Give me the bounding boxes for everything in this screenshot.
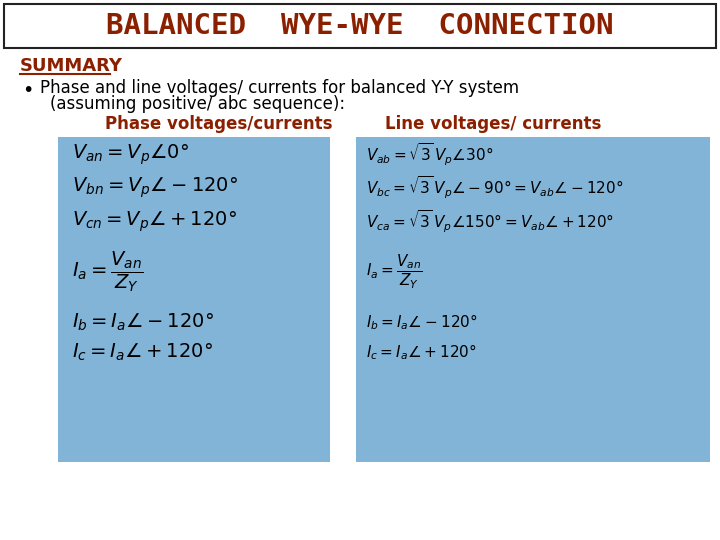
- Text: $I_a = \dfrac{V_{an}}{Z_Y}$: $I_a = \dfrac{V_{an}}{Z_Y}$: [72, 249, 143, 294]
- FancyBboxPatch shape: [4, 4, 716, 48]
- Text: $I_c = I_a\angle +120°$: $I_c = I_a\angle +120°$: [366, 342, 477, 362]
- Text: $I_a = \dfrac{V_{an}}{Z_Y}$: $I_a = \dfrac{V_{an}}{Z_Y}$: [366, 253, 423, 291]
- Text: $V_{bn} = V_p\angle -120°$: $V_{bn} = V_p\angle -120°$: [72, 176, 238, 200]
- Text: Line voltages/ currents: Line voltages/ currents: [385, 115, 601, 133]
- Text: SUMMARY: SUMMARY: [20, 57, 123, 75]
- Text: $I_b = I_a\angle -120°$: $I_b = I_a\angle -120°$: [366, 312, 477, 332]
- Text: •: •: [22, 80, 33, 99]
- Text: $I_c = I_a\angle +120°$: $I_c = I_a\angle +120°$: [72, 341, 213, 363]
- Text: (assuming positive/ abc sequence):: (assuming positive/ abc sequence):: [50, 95, 345, 113]
- FancyBboxPatch shape: [58, 137, 330, 462]
- FancyBboxPatch shape: [356, 137, 710, 462]
- Text: BALANCED  WYE-WYE  CONNECTION: BALANCED WYE-WYE CONNECTION: [107, 12, 613, 40]
- Text: $V_{an} = V_p\angle 0°$: $V_{an} = V_p\angle 0°$: [72, 143, 189, 167]
- Text: $I_b = I_a\angle -120°$: $I_b = I_a\angle -120°$: [72, 312, 214, 333]
- Text: Phase and line voltages/ currents for balanced Y-Y system: Phase and line voltages/ currents for ba…: [40, 79, 519, 97]
- Text: $V_{cn} = V_p\angle +120°$: $V_{cn} = V_p\angle +120°$: [72, 210, 237, 234]
- Text: $V_{bc} = \sqrt{3}\,V_p\angle -90° = V_{ab}\angle -120°$: $V_{bc} = \sqrt{3}\,V_p\angle -90° = V_{…: [366, 175, 624, 201]
- Text: $V_{ca} = \sqrt{3}\,V_p\angle 150° = V_{ab}\angle +120°$: $V_{ca} = \sqrt{3}\,V_p\angle 150° = V_{…: [366, 209, 614, 235]
- Text: $V_{ab} = \sqrt{3}\,V_p\angle 30°$: $V_{ab} = \sqrt{3}\,V_p\angle 30°$: [366, 141, 493, 168]
- Text: Phase voltages/currents: Phase voltages/currents: [105, 115, 333, 133]
